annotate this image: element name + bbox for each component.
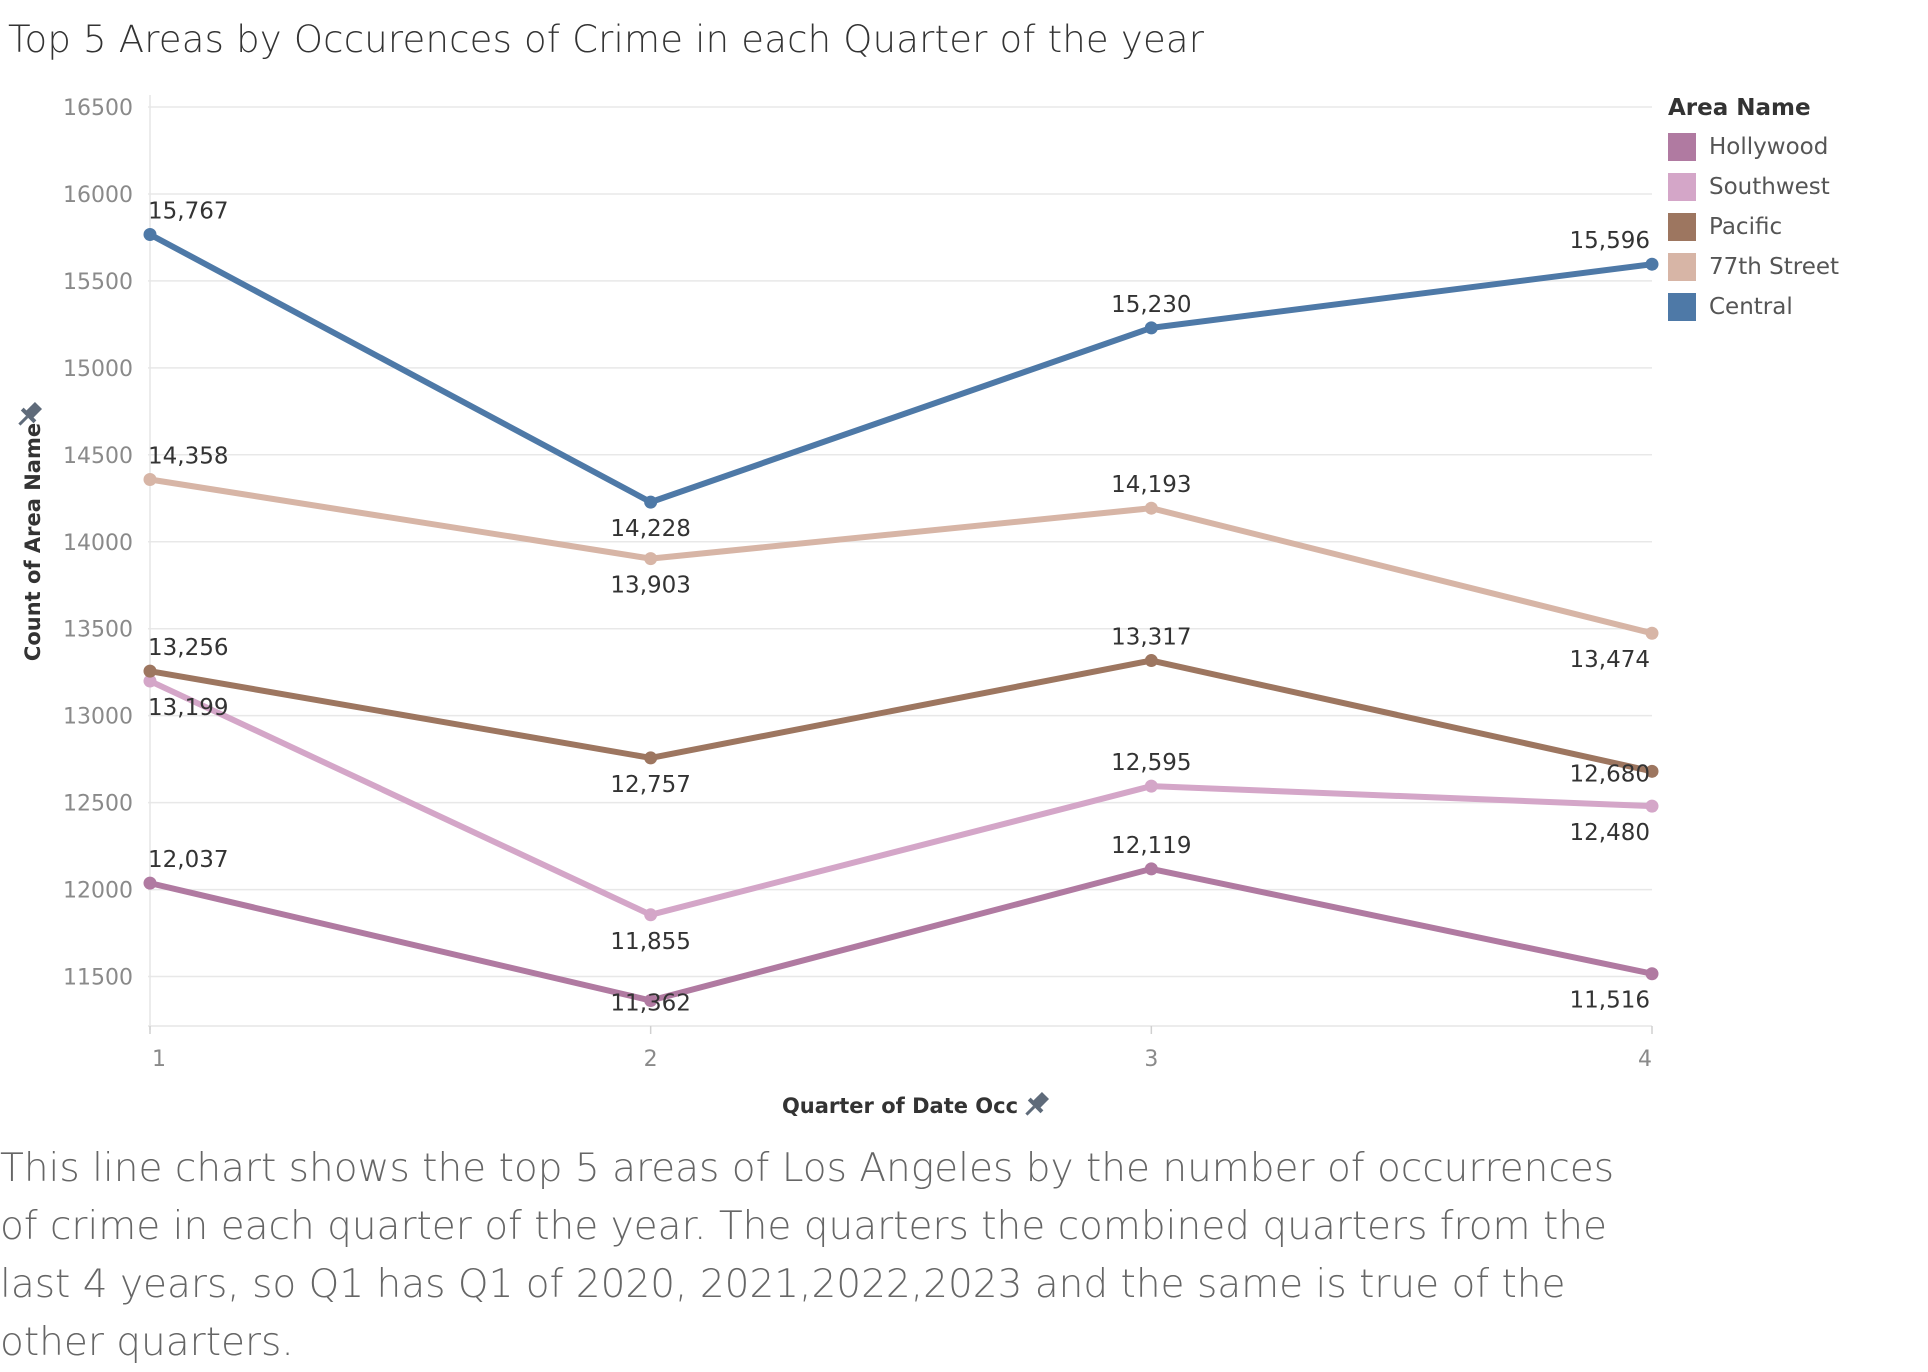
y-tick-label: 11500 bbox=[63, 966, 133, 991]
series-line-central[interactable] bbox=[147, 231, 1655, 506]
data-label: 15,767 bbox=[148, 198, 228, 224]
data-label: 12,595 bbox=[1111, 750, 1191, 776]
legend-title: Area Name bbox=[1668, 95, 1811, 121]
data-point[interactable] bbox=[1144, 501, 1158, 515]
series-line-hollywood[interactable] bbox=[147, 865, 1655, 1004]
series-line-southwest[interactable] bbox=[147, 678, 1655, 918]
data-label: 12,680 bbox=[1570, 761, 1650, 787]
series-line-pacific[interactable] bbox=[147, 657, 1655, 775]
data-label: 15,230 bbox=[1111, 292, 1191, 318]
y-tick-label: 13500 bbox=[63, 618, 133, 643]
data-label: 13,317 bbox=[1111, 625, 1191, 651]
data-point[interactable] bbox=[644, 908, 658, 922]
y-axis-pin-icon[interactable] bbox=[13, 399, 45, 431]
data-point[interactable] bbox=[143, 473, 157, 487]
x-axis-label: Quarter of Date Occ bbox=[782, 1094, 1018, 1118]
legend-swatch bbox=[1668, 293, 1696, 321]
data-label: 13,199 bbox=[148, 695, 228, 721]
legend-label: 77th Street bbox=[1709, 254, 1840, 280]
x-tick-label: 3 bbox=[1144, 1047, 1158, 1072]
gridlines bbox=[148, 95, 1652, 1030]
y-tick-label: 14000 bbox=[63, 531, 133, 556]
data-point[interactable] bbox=[1144, 654, 1158, 668]
data-label: 12,037 bbox=[148, 847, 228, 873]
data-point[interactable] bbox=[1645, 626, 1659, 640]
data-label: 14,358 bbox=[148, 444, 228, 470]
data-point[interactable] bbox=[143, 664, 157, 678]
line-chart: 11500 12000 12500 13000 13500 14000 14500 15000… bbox=[13, 95, 1659, 1120]
data-label: 12,757 bbox=[610, 772, 690, 798]
chart-description: This line chart shows the top 5 areas of… bbox=[0, 1146, 1615, 1365]
legend-item-77th-street[interactable]: 77th Street bbox=[1668, 247, 1839, 287]
y-tick-label: 16500 bbox=[63, 96, 133, 121]
y-tick-label: 12500 bbox=[63, 792, 133, 817]
data-point[interactable] bbox=[644, 751, 658, 765]
data-label: 12,119 bbox=[1111, 833, 1191, 859]
legend-label: Hollywood bbox=[1709, 134, 1829, 160]
data-point[interactable] bbox=[644, 994, 658, 1008]
x-axis-ticks: 1 2 3 4 bbox=[149, 1026, 1653, 1072]
legend-label: Southwest bbox=[1709, 174, 1830, 200]
data-point[interactable] bbox=[143, 674, 157, 688]
data-point[interactable] bbox=[1645, 257, 1659, 271]
data-label: 11,855 bbox=[610, 929, 690, 955]
data-label: 13,474 bbox=[1570, 647, 1650, 673]
series-line-77th-street[interactable] bbox=[147, 476, 1655, 637]
legend-label: Central bbox=[1709, 294, 1793, 320]
data-labels: 12,037 11,362 12,119 11,516 13,199 11,855 12,5… bbox=[148, 198, 1650, 1016]
legend-swatch bbox=[1668, 253, 1696, 281]
legend-swatch bbox=[1668, 213, 1696, 241]
data-label: 14,193 bbox=[1111, 472, 1191, 498]
data-point[interactable] bbox=[143, 227, 157, 241]
data-point[interactable] bbox=[1645, 967, 1659, 981]
y-axis-ticks: 11500 12000 12500 13000 13500 14000 14500 15000… bbox=[63, 96, 133, 991]
data-point[interactable] bbox=[1144, 779, 1158, 793]
y-tick-label: 15500 bbox=[63, 270, 133, 295]
data-label: 13,256 bbox=[148, 635, 228, 661]
y-tick-label: 15000 bbox=[63, 357, 133, 382]
legend-swatch bbox=[1668, 173, 1696, 201]
data-point[interactable] bbox=[1645, 799, 1659, 813]
x-tick-label: 4 bbox=[1638, 1047, 1652, 1072]
x-axis-pin-icon[interactable] bbox=[1020, 1089, 1052, 1120]
data-point[interactable] bbox=[644, 495, 658, 509]
data-point[interactable] bbox=[644, 552, 658, 566]
legend-item-pacific[interactable]: Pacific bbox=[1668, 207, 1839, 247]
legend-swatch bbox=[1668, 133, 1696, 161]
x-tick-label: 1 bbox=[152, 1047, 166, 1072]
y-tick-label: 13000 bbox=[63, 705, 133, 730]
y-axis-label: Count of Area Name bbox=[21, 423, 45, 661]
data-point[interactable] bbox=[1144, 321, 1158, 335]
data-label: 12,480 bbox=[1570, 820, 1650, 846]
legend-item-hollywood[interactable]: Hollywood bbox=[1668, 127, 1839, 167]
legend-item-southwest[interactable]: Southwest bbox=[1668, 167, 1839, 207]
series-lines bbox=[143, 227, 1659, 1008]
data-label: 14,228 bbox=[610, 516, 690, 542]
data-point[interactable] bbox=[1144, 862, 1158, 876]
data-point[interactable] bbox=[1645, 764, 1659, 778]
legend: Area Name Hollywood Southwest Pacific 77th … bbox=[1668, 95, 1839, 327]
y-tick-label: 12000 bbox=[63, 879, 133, 904]
y-tick-label: 14500 bbox=[63, 444, 133, 469]
y-tick-label: 16000 bbox=[63, 183, 133, 208]
data-label: 13,903 bbox=[610, 573, 690, 599]
data-label: 11,516 bbox=[1570, 988, 1650, 1014]
legend-item-central[interactable]: Central bbox=[1668, 287, 1839, 327]
chart-title: Top 5 Areas by Occurences of Crime in ea… bbox=[8, 18, 1205, 61]
data-point[interactable] bbox=[143, 876, 157, 890]
data-label: 11,362 bbox=[610, 991, 690, 1017]
x-tick-label: 2 bbox=[644, 1047, 658, 1072]
data-label: 15,596 bbox=[1570, 228, 1650, 254]
legend-label: Pacific bbox=[1709, 214, 1783, 240]
